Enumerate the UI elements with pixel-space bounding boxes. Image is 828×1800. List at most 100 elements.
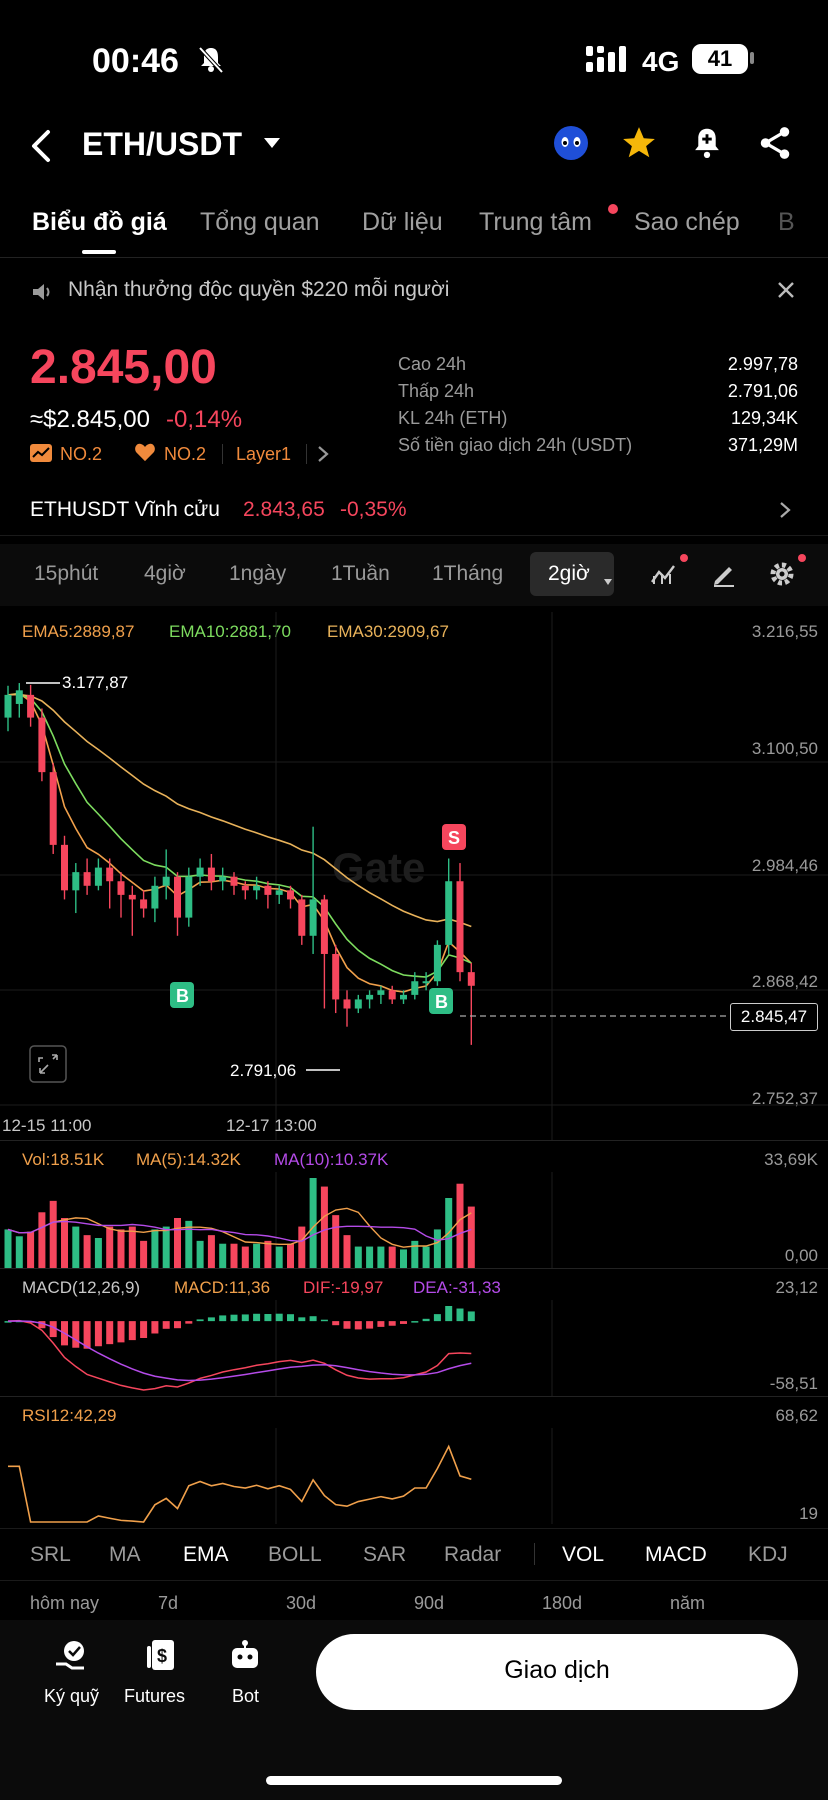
interval-1w[interactable]: 1Tuần bbox=[331, 562, 390, 585]
interval-1d[interactable]: 1ngày bbox=[229, 562, 287, 585]
candle-body bbox=[264, 885, 272, 895]
candle-body bbox=[128, 894, 136, 900]
margin-label: Ký quỹ bbox=[44, 1686, 100, 1706]
indicator-vol[interactable]: VOL bbox=[562, 1543, 605, 1566]
volume-bar bbox=[377, 1246, 385, 1268]
indicator-kdj[interactable]: KDJ bbox=[748, 1543, 788, 1566]
futures-button[interactable]: $ Futures bbox=[124, 1634, 196, 1714]
indicator-boll[interactable]: BOLL bbox=[268, 1543, 322, 1566]
interval-1mo[interactable]: 1Tháng bbox=[432, 562, 504, 585]
perpetual-row[interactable]: ETHUSDT Vĩnh cửu 2.843,65 -0,35% bbox=[0, 486, 828, 536]
macd-histogram-bar bbox=[49, 1321, 57, 1338]
stat-value: 371,29M bbox=[727, 435, 798, 455]
time-label: 12-15 11:00 bbox=[2, 1116, 92, 1135]
indicator-ma[interactable]: MA bbox=[109, 1543, 141, 1566]
back-icon[interactable] bbox=[28, 126, 56, 171]
indicator-sar[interactable]: SAR bbox=[363, 1543, 407, 1566]
macd-histogram-bar bbox=[445, 1306, 453, 1322]
chevron-right-icon[interactable] bbox=[316, 444, 330, 469]
perp-change: -0,35% bbox=[340, 498, 407, 521]
macd-histogram-bar bbox=[411, 1321, 419, 1323]
time-label: 12-17 13:00 bbox=[226, 1116, 317, 1135]
range-today[interactable]: hôm nay bbox=[30, 1593, 100, 1613]
trade-button[interactable]: Giao dịch bbox=[316, 1634, 798, 1710]
tab-copy[interactable]: Sao chép bbox=[634, 208, 740, 236]
category-badge[interactable]: Layer1 bbox=[236, 444, 292, 464]
interval-15m[interactable]: 15phút bbox=[34, 562, 99, 585]
status-bar: 00:46 4G 41 bbox=[0, 0, 828, 110]
macd-histogram-bar bbox=[332, 1321, 340, 1326]
range-30d[interactable]: 30d bbox=[286, 1593, 317, 1613]
indicator-icon[interactable] bbox=[650, 560, 678, 593]
volume-bar bbox=[332, 1215, 340, 1268]
mascot-icon[interactable] bbox=[552, 124, 590, 167]
expand-icon[interactable] bbox=[29, 1045, 67, 1083]
star-icon[interactable] bbox=[620, 124, 658, 167]
volume-bar bbox=[196, 1240, 204, 1268]
macd-histogram-bar bbox=[219, 1315, 227, 1322]
indicator-macd[interactable]: MACD bbox=[645, 1543, 707, 1566]
gear-icon[interactable] bbox=[768, 560, 796, 593]
range-7d[interactable]: 7d bbox=[158, 1593, 179, 1613]
pair-title[interactable]: ETH/USDT bbox=[82, 126, 242, 162]
ema30-line bbox=[7, 693, 472, 928]
volume-bar bbox=[27, 1231, 35, 1268]
stat-row: Số tiền giao dịch 24h (USDT) 371,29M bbox=[398, 435, 798, 462]
vol-axis-max: 33,69K bbox=[764, 1150, 818, 1169]
macd-axis-min: -58,51 bbox=[769, 1374, 818, 1393]
tab-more[interactable]: B bbox=[778, 208, 795, 236]
price-axis-label: 2.868,42 bbox=[751, 972, 818, 991]
tab-data[interactable]: Dữ liệu bbox=[362, 208, 443, 236]
volume-bar bbox=[287, 1243, 294, 1268]
interval-2h-selected[interactable]: 2giờ bbox=[530, 552, 614, 596]
stat-label: KL 24h (ETH) bbox=[398, 408, 508, 428]
stat-value: 129,34K bbox=[730, 408, 798, 428]
home-indicator bbox=[266, 1776, 562, 1785]
promo-banner[interactable]: Nhận thưởng độc quyền $220 mỗi người bbox=[0, 266, 828, 318]
rsi-chart bbox=[8, 1428, 553, 1524]
stat-label: Số tiền giao dịch 24h (USDT) bbox=[398, 435, 633, 455]
vol-label: Vol:18.51K bbox=[22, 1150, 105, 1169]
chevron-down-icon[interactable] bbox=[262, 136, 282, 155]
indicator-srl[interactable]: SRL bbox=[30, 1543, 71, 1566]
share-icon[interactable] bbox=[756, 124, 794, 167]
candle-body bbox=[94, 867, 102, 886]
candlestick-chart[interactable]: Gate B B S bbox=[0, 612, 828, 1140]
volume-bar bbox=[456, 1183, 464, 1268]
ema10-line bbox=[7, 693, 472, 978]
bot-button[interactable]: Bot bbox=[210, 1634, 282, 1714]
chevron-right-icon[interactable] bbox=[778, 500, 792, 525]
macd-histogram-bar bbox=[151, 1321, 159, 1334]
range-90d[interactable]: 90d bbox=[414, 1593, 445, 1613]
range-180d[interactable]: 180d bbox=[542, 1593, 583, 1613]
indicator-bar: SRL MA EMA BOLL SAR Radar VOL MACD KDJ bbox=[0, 1528, 828, 1578]
macd-histogram-bar bbox=[162, 1321, 170, 1329]
buy-marker[interactable]: B bbox=[170, 982, 194, 1008]
margin-button[interactable]: Ký quỹ bbox=[36, 1634, 108, 1714]
interval-4h[interactable]: 4giờ bbox=[144, 562, 186, 585]
stat-row: Cao 24h 2.997,78 bbox=[398, 354, 798, 381]
perp-label: ETHUSDT Vĩnh cửu bbox=[30, 498, 220, 521]
volume-bar bbox=[207, 1235, 215, 1268]
alert-bell-icon[interactable] bbox=[688, 124, 726, 167]
macd-histogram-bar bbox=[264, 1314, 272, 1322]
macd-histogram-bar bbox=[354, 1321, 362, 1330]
macd-histogram-bar bbox=[185, 1321, 193, 1324]
volume-chart bbox=[4, 1172, 553, 1268]
candle-body bbox=[162, 876, 170, 886]
tab-overview[interactable]: Tổng quan bbox=[200, 208, 320, 236]
candle-body bbox=[332, 953, 340, 1000]
range-year[interactable]: năm bbox=[670, 1593, 706, 1613]
indicator-ema[interactable]: EMA bbox=[183, 1543, 229, 1566]
indicator-radar[interactable]: Radar bbox=[444, 1543, 502, 1566]
volume-bar bbox=[83, 1235, 91, 1268]
sell-marker[interactable]: S bbox=[442, 824, 466, 850]
tab-chart[interactable]: Biểu đồ giá bbox=[32, 208, 167, 236]
close-icon[interactable] bbox=[776, 280, 796, 305]
vol-axis-min: 0,00 bbox=[784, 1246, 818, 1265]
candle-body bbox=[140, 899, 148, 909]
draw-pen-icon[interactable] bbox=[710, 560, 738, 593]
buy-marker[interactable]: B bbox=[429, 988, 453, 1014]
tab-hub[interactable]: Trung tâm bbox=[479, 208, 593, 236]
rsi-axis-min: 19 bbox=[799, 1504, 818, 1523]
